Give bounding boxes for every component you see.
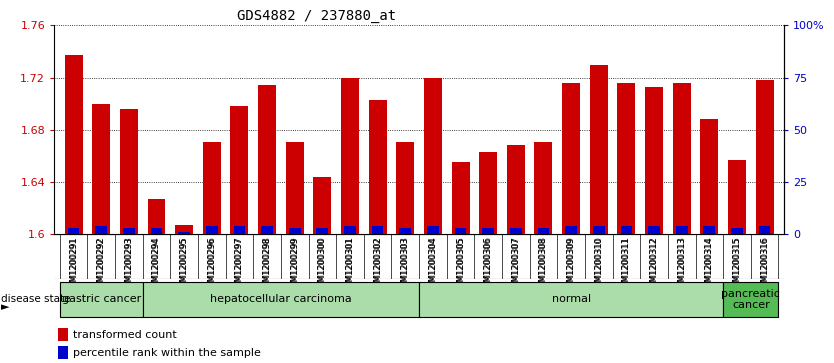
Bar bbox=[759, 226, 771, 234]
Text: GSM1200305: GSM1200305 bbox=[456, 236, 465, 292]
Bar bbox=[123, 228, 134, 234]
Text: GSM1200309: GSM1200309 bbox=[566, 236, 575, 292]
Bar bbox=[645, 87, 663, 234]
Text: GSM1200304: GSM1200304 bbox=[429, 236, 437, 292]
Bar bbox=[480, 152, 497, 234]
Text: GSM1200291: GSM1200291 bbox=[69, 236, 78, 292]
Text: GSM1200299: GSM1200299 bbox=[290, 236, 299, 292]
Bar bbox=[620, 226, 632, 234]
Text: GSM1200303: GSM1200303 bbox=[401, 236, 409, 292]
Bar bbox=[230, 106, 249, 234]
Text: GSM1200306: GSM1200306 bbox=[484, 236, 493, 292]
Bar bbox=[590, 65, 608, 234]
Bar bbox=[234, 226, 245, 234]
Text: transformed count: transformed count bbox=[73, 330, 177, 340]
Bar bbox=[148, 199, 165, 234]
Text: GSM1200296: GSM1200296 bbox=[208, 236, 216, 292]
Bar bbox=[60, 282, 143, 317]
Text: GDS4882 / 237880_at: GDS4882 / 237880_at bbox=[238, 9, 396, 23]
Text: GSM1200293: GSM1200293 bbox=[124, 236, 133, 292]
Bar bbox=[562, 83, 580, 234]
Bar bbox=[704, 226, 716, 234]
Text: GSM1200314: GSM1200314 bbox=[705, 236, 714, 292]
Bar bbox=[120, 109, 138, 234]
Bar bbox=[396, 142, 414, 234]
Bar bbox=[507, 146, 525, 234]
Bar bbox=[535, 142, 552, 234]
Bar bbox=[316, 228, 328, 234]
Bar bbox=[261, 226, 273, 234]
Bar bbox=[731, 228, 743, 234]
Text: GSM1200292: GSM1200292 bbox=[97, 236, 106, 292]
Bar bbox=[314, 177, 331, 234]
Bar bbox=[151, 228, 163, 234]
Bar bbox=[64, 56, 83, 234]
Bar bbox=[399, 228, 411, 234]
Text: GSM1200307: GSM1200307 bbox=[511, 236, 520, 292]
Text: hepatocellular carcinoma: hepatocellular carcinoma bbox=[210, 294, 352, 305]
Bar bbox=[289, 228, 300, 234]
Text: GSM1200313: GSM1200313 bbox=[677, 236, 686, 292]
Bar bbox=[178, 232, 190, 234]
Bar bbox=[482, 228, 494, 234]
Bar bbox=[258, 85, 276, 234]
Bar bbox=[341, 78, 359, 234]
Bar bbox=[203, 142, 221, 234]
Text: GSM1200294: GSM1200294 bbox=[152, 236, 161, 292]
Bar bbox=[756, 80, 774, 234]
Text: disease state: disease state bbox=[1, 294, 70, 305]
Bar bbox=[451, 162, 470, 234]
Bar bbox=[344, 226, 356, 234]
Text: GSM1200297: GSM1200297 bbox=[235, 236, 244, 292]
Bar bbox=[593, 226, 605, 234]
Text: normal: normal bbox=[551, 294, 590, 305]
Text: GSM1200302: GSM1200302 bbox=[373, 236, 382, 292]
Bar bbox=[510, 228, 522, 234]
Bar bbox=[728, 160, 746, 234]
Text: GSM1200295: GSM1200295 bbox=[179, 236, 188, 292]
Text: GSM1200301: GSM1200301 bbox=[345, 236, 354, 292]
Text: GSM1200298: GSM1200298 bbox=[263, 236, 272, 292]
Bar bbox=[369, 100, 387, 234]
Text: GSM1200315: GSM1200315 bbox=[732, 236, 741, 292]
Text: GSM1200300: GSM1200300 bbox=[318, 236, 327, 292]
Bar bbox=[673, 83, 691, 234]
Bar bbox=[95, 226, 107, 234]
Bar bbox=[538, 228, 550, 234]
Bar bbox=[419, 282, 723, 317]
Text: ►: ► bbox=[1, 302, 9, 312]
Bar bbox=[424, 78, 442, 234]
Text: GSM1200312: GSM1200312 bbox=[650, 236, 659, 292]
Bar bbox=[617, 83, 636, 234]
Bar bbox=[701, 119, 718, 234]
Text: pancreatic
cancer: pancreatic cancer bbox=[721, 289, 781, 310]
Bar bbox=[206, 226, 218, 234]
Bar bbox=[427, 226, 439, 234]
Bar bbox=[648, 226, 660, 234]
Bar bbox=[676, 226, 687, 234]
Text: gastric cancer: gastric cancer bbox=[62, 294, 141, 305]
Text: GSM1200316: GSM1200316 bbox=[760, 236, 769, 292]
Text: percentile rank within the sample: percentile rank within the sample bbox=[73, 348, 261, 358]
Bar bbox=[455, 228, 466, 234]
Bar bbox=[58, 346, 68, 359]
Bar bbox=[143, 282, 419, 317]
Bar bbox=[93, 104, 110, 234]
Bar bbox=[723, 282, 778, 317]
Bar bbox=[286, 142, 304, 234]
Bar bbox=[565, 226, 577, 234]
Bar bbox=[68, 228, 79, 234]
Bar bbox=[58, 328, 68, 341]
Text: GSM1200308: GSM1200308 bbox=[539, 236, 548, 292]
Bar bbox=[372, 226, 384, 234]
Bar bbox=[175, 225, 193, 234]
Text: GSM1200311: GSM1200311 bbox=[622, 236, 631, 292]
Text: GSM1200310: GSM1200310 bbox=[595, 236, 603, 292]
